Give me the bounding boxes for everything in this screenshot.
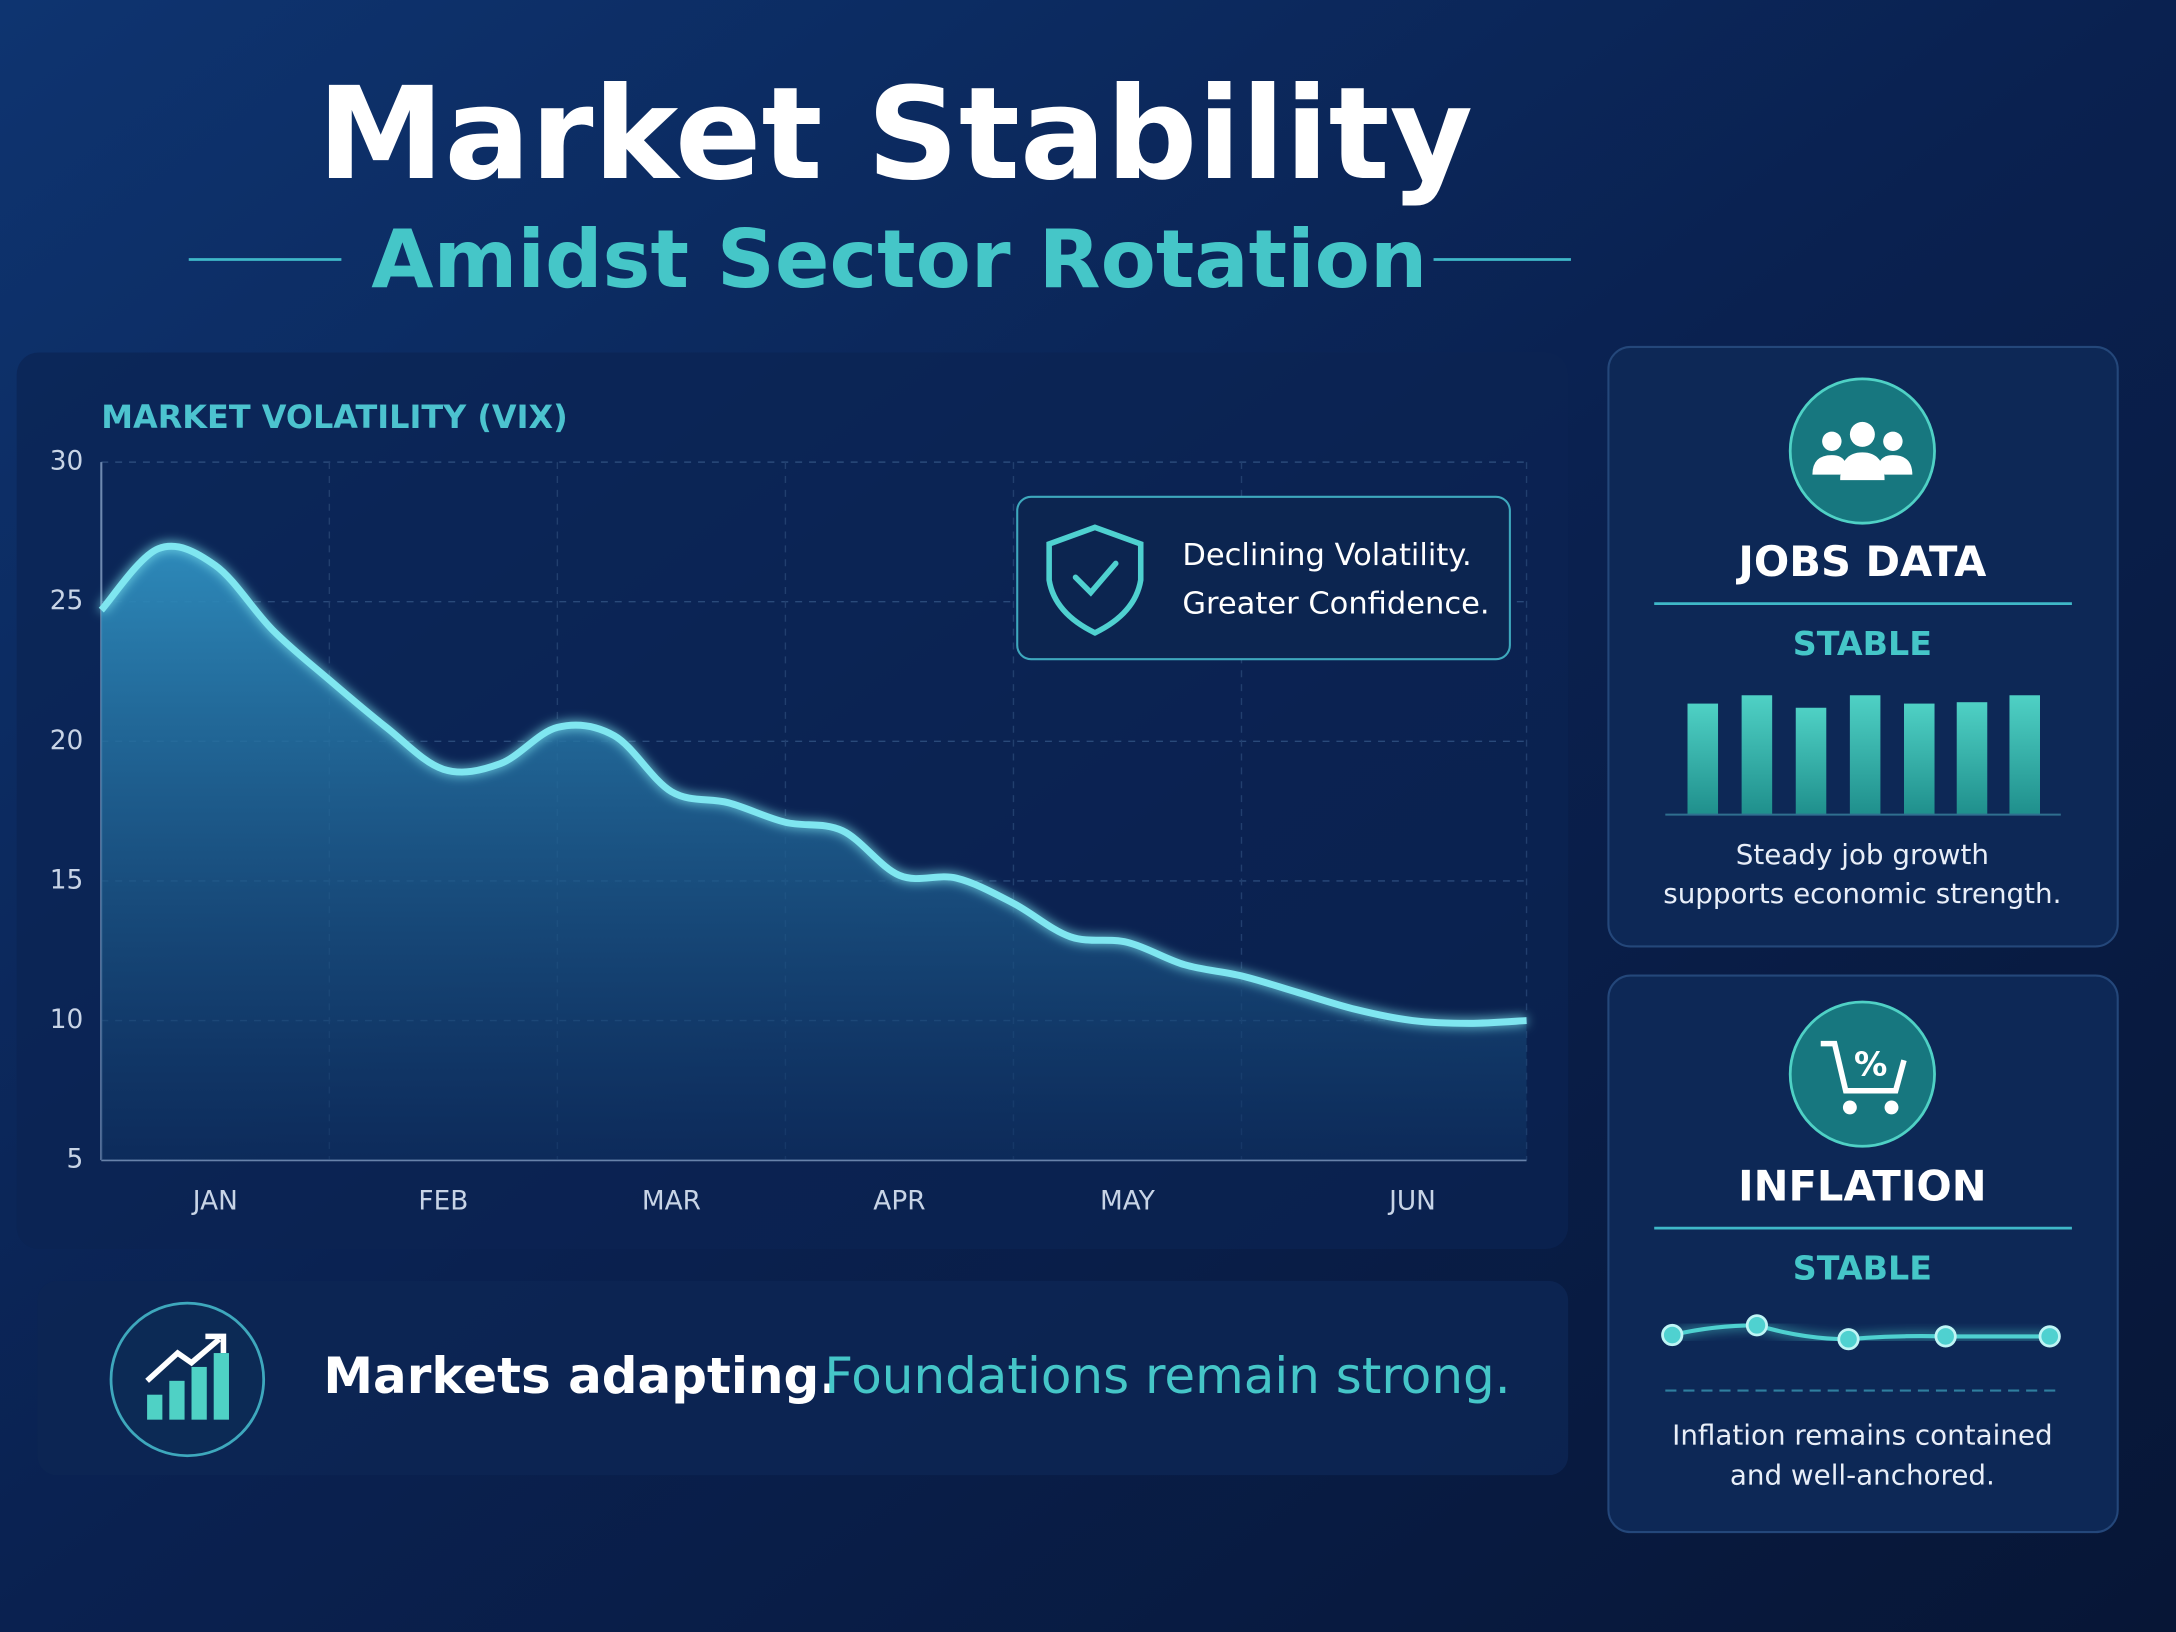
percent-glyph: % [1854,1044,1887,1083]
card-status: STABLE [1793,1248,1932,1287]
x-tick-label: MAR [642,1186,701,1216]
y-tick-label: 10 [50,1005,84,1035]
card-text: Steady job growth [1736,838,1989,871]
y-tick-label: 25 [50,586,84,616]
check-icon [1072,560,1119,597]
line [98,542,1527,1027]
jobs-sparkbars [1687,695,2040,815]
callout-text: Declining Volatility. [1182,538,1471,573]
chart-title: MARKET VOLATILITY (VIX) [101,398,567,436]
y-tick-label: 20 [50,726,84,756]
growth-bars [147,1353,229,1420]
shield-icon [1046,524,1144,636]
card-text: supports economic strength. [1663,877,2061,910]
card-title: INFLATION [1738,1161,1986,1210]
cart-wheel [1842,1100,1857,1115]
banner-follow: Foundations remain strong. [824,1347,1510,1405]
card-status: STABLE [1793,624,1932,663]
x-tick-label: FEB [418,1186,468,1216]
growth-arrow-head [205,1333,227,1354]
x-tick-label: APR [873,1186,925,1216]
x-tick-label: MAY [1100,1186,1156,1216]
card-title: JOBS DATA [1735,537,1987,586]
cart-wheel [1884,1100,1899,1115]
x-tick-label: JUN [1387,1186,1436,1216]
subtitle: Amidst Sector Rotation [371,212,1427,306]
growth-icon [109,1301,266,1458]
inflation-card: % INFLATION STABLE Inflation remains con… [1607,974,2119,1534]
title: Market Stability [317,60,1473,209]
jobs-card: JOBS DATA STABLE Steady job growth suppo… [1607,345,2119,948]
callout-text: Greater Confidence. [1182,587,1489,622]
area-fill [101,546,1527,1161]
cart-glyph [1820,1040,1907,1094]
growth-arrow [145,1337,222,1383]
chart: MARKET VOLATILITY (VIX) 5 10 15 20 25 30 JAN FE… [50,398,1528,1216]
x-tick-label: JAN [191,1186,238,1216]
card-text: and well-anchored. [1730,1459,1995,1492]
y-tick-label: 15 [50,865,84,895]
card-box [1607,974,2119,1534]
banner: Markets adapting. Foundations remain str… [37,1280,1569,1476]
banner-lead: Markets adapting. [323,1347,838,1405]
people-icon [1788,377,1936,525]
callout: Declining Volatility. Greater Confidence… [1016,495,1511,661]
people-glyph [1812,421,1913,481]
inflation-sparkline [1671,1323,2050,1342]
y-tick-label: 5 [66,1145,83,1175]
y-tick-label: 30 [50,447,84,477]
callout-box [1016,495,1511,661]
cart-icon [1788,1000,1936,1148]
inflation-dots [1661,1314,2061,1351]
banner-box [37,1280,1569,1476]
card-text: Inflation remains contained [1672,1418,2052,1451]
card-box [1607,345,2119,948]
